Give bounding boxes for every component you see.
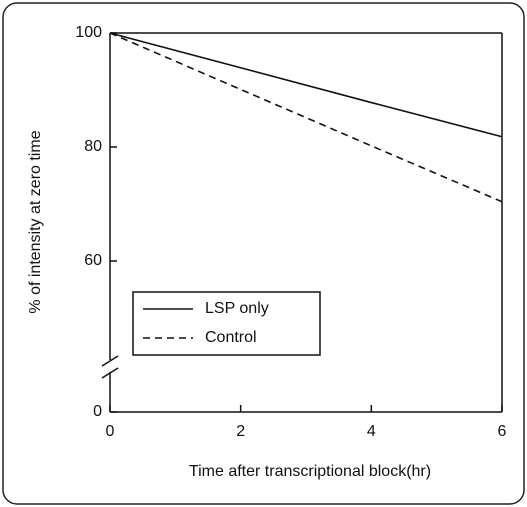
y-tick-label: 0	[93, 403, 102, 420]
y-tick-label: 80	[84, 138, 102, 155]
y-tick-label: 60	[84, 252, 102, 269]
series-line	[109, 32, 503, 138]
legend-label: LSP only	[205, 300, 269, 317]
series-line	[109, 32, 503, 203]
axis-break	[101, 355, 119, 367]
y-axis-label: % of intensity at zero time	[27, 130, 44, 313]
legend-label: Control	[205, 329, 257, 346]
x-tick-label: 4	[367, 423, 376, 440]
x-axis-label: Time after transcriptional block(hr)	[189, 463, 431, 480]
axis-break	[101, 367, 119, 379]
x-tick-label: 2	[236, 423, 245, 440]
y-tick-label: 100	[75, 24, 102, 41]
legend-box	[132, 291, 321, 356]
x-tick-label: 0	[106, 423, 115, 440]
x-tick-label: 6	[498, 423, 507, 440]
